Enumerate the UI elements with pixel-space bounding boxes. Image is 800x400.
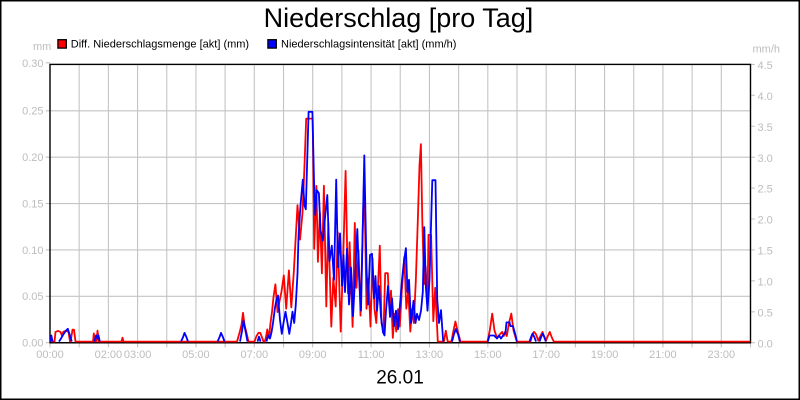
svg-text:mm: mm <box>33 41 51 53</box>
svg-text:0.00: 0.00 <box>22 338 43 350</box>
svg-text:2.0: 2.0 <box>758 215 773 227</box>
svg-text:3.5: 3.5 <box>758 122 773 134</box>
svg-text:13:00: 13:00 <box>416 349 444 361</box>
svg-text:21:00: 21:00 <box>649 349 677 361</box>
svg-text:15:00: 15:00 <box>474 349 502 361</box>
svg-text:1.0: 1.0 <box>758 277 773 289</box>
svg-text:Diff. Niederschlagsmenge [akt]: Diff. Niederschlagsmenge [akt] (mm) <box>71 39 249 51</box>
svg-text:0.15: 0.15 <box>22 198 43 210</box>
svg-text:Niederschlagsintensität [akt]: Niederschlagsintensität [akt] (mm/h) <box>281 39 456 51</box>
svg-text:02:00: 02:00 <box>95 349 123 361</box>
svg-text:2.5: 2.5 <box>758 184 773 196</box>
svg-text:3.0: 3.0 <box>758 153 773 165</box>
svg-text:03:00: 03:00 <box>124 349 152 361</box>
svg-text:Niederschlag [pro Tag]: Niederschlag [pro Tag] <box>264 3 534 33</box>
svg-text:0.5: 0.5 <box>758 307 773 319</box>
svg-text:0.20: 0.20 <box>22 152 43 164</box>
svg-text:00:00: 00:00 <box>36 349 64 361</box>
svg-text:0.05: 0.05 <box>22 291 43 303</box>
svg-text:0.0: 0.0 <box>758 338 773 350</box>
svg-text:4.5: 4.5 <box>758 60 773 72</box>
svg-text:07:00: 07:00 <box>241 349 269 361</box>
svg-text:05:00: 05:00 <box>182 349 210 361</box>
svg-text:0.25: 0.25 <box>22 106 43 118</box>
svg-text:0.30: 0.30 <box>22 58 43 70</box>
svg-text:1.5: 1.5 <box>758 246 773 258</box>
svg-text:mm/h: mm/h <box>753 44 781 56</box>
svg-text:09:00: 09:00 <box>299 349 327 361</box>
svg-text:26.01: 26.01 <box>376 368 424 389</box>
svg-text:19:00: 19:00 <box>591 349 619 361</box>
svg-text:23:00: 23:00 <box>708 349 736 361</box>
svg-text:0.10: 0.10 <box>22 245 43 257</box>
svg-text:11:00: 11:00 <box>358 349 385 361</box>
svg-text:17:00: 17:00 <box>532 349 560 361</box>
svg-text:4.0: 4.0 <box>758 91 773 103</box>
